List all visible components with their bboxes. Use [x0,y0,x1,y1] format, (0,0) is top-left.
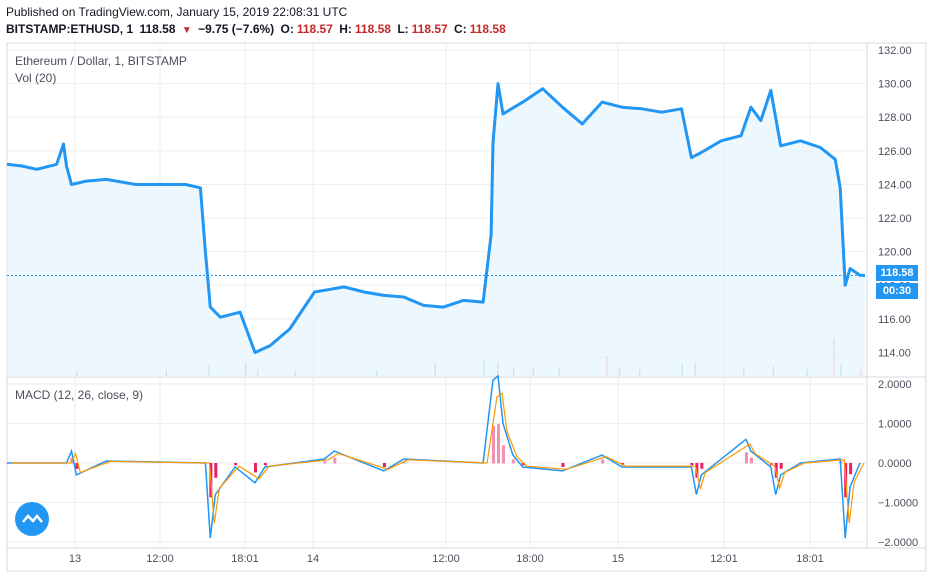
last-price-tag: 118.58 [876,265,918,281]
published-line: Published on TradingView.com, January 15… [6,5,348,19]
macd-histogram-bar [402,461,406,464]
low-label: L: [397,22,409,36]
symbol: BITSTAMP:ETHUSD, 1 [6,22,134,36]
macd-histogram-bar [253,463,257,473]
tradingview-logo-icon[interactable] [15,502,49,536]
macd-signal-line [11,392,865,524]
macd-tick-label: 1.0000 [878,418,912,430]
symbol-line: BITSTAMP:ETHUSD, 1 118.58 ▼ −9.75 (−7.6%… [6,22,509,36]
price-tick-label: 120.00 [878,247,912,259]
macd-histogram-bar [382,463,386,468]
macd-line [7,374,861,539]
change: −9.75 (−7.6%) [198,22,275,36]
chart-title: Ethereum / Dollar, 1, BITSTAMP [15,54,187,68]
x-tick-label: 15 [612,553,624,565]
x-tick-label: 14 [307,553,319,565]
close-value: 118.58 [469,22,506,36]
price-series [6,82,867,376]
x-tick-label: 18:01 [796,553,824,565]
volume-label: Vol (20) [15,71,57,85]
last-price: 118.58 [139,22,176,36]
macd-histogram-bar [333,457,337,464]
price-tick-label: 124.00 [878,179,912,191]
price-tick-label: 114.00 [878,347,911,359]
price-tick-label: 122.00 [878,213,912,225]
countdown-tag: 00:30 [876,283,918,299]
macd-histogram-bar [511,459,515,464]
macd-histogram-bar [496,423,500,464]
open-label: O: [280,22,294,36]
high-value: 118.58 [354,22,391,36]
x-tick-label: 18:01 [231,553,259,565]
price-tick-label: 130.00 [878,79,912,91]
price-tick-label: 126.00 [878,146,912,158]
macd-histogram-bar [492,425,496,464]
macd-tick-label: −2.0000 [878,537,918,549]
x-tick-label: 18:00 [516,553,544,565]
x-tick-label: 13 [69,553,81,565]
price-tick-label: 128.00 [878,112,912,124]
x-tick-label: 12:01 [710,553,738,565]
macd-histogram-bar [700,463,704,469]
price-tick-label: 116.00 [878,314,911,326]
macd-histogram-bar [214,463,218,478]
price-line [6,82,866,354]
macd-histogram-bar [501,445,505,464]
macd-tick-label: −1.0000 [878,498,918,510]
price-area [7,83,865,376]
macd-histogram-bar [601,459,605,464]
macd-histogram-bar [849,463,853,475]
open-value: 118.57 [296,22,333,36]
macd-histogram-bar [749,457,753,464]
macd-histogram-bar [75,463,79,469]
price-tick-label: 132.00 [878,45,912,57]
x-tick-label: 12:00 [146,553,174,565]
macd-tick-label: 2.0000 [878,379,912,391]
x-tick-label: 12:00 [432,553,460,565]
macd-histogram-bar [234,463,238,466]
macd-histogram-bar [690,463,694,466]
macd-series [6,374,865,539]
low-value: 118.57 [411,22,448,36]
axis-labels: 13 12:00 18:01 14 12:00 18:00 15 12:01 18:01 132.… [69,45,918,565]
down-triangle-icon: ▼ [181,25,192,36]
close-label: C: [454,22,467,36]
macd-histogram-bar [521,463,525,466]
macd-histogram-bar [779,463,783,469]
high-label: H: [339,22,352,36]
macd-histogram-bar [744,452,748,464]
macd-histogram-bar [263,463,267,466]
macd-histogram-bar [323,461,327,464]
macd-label: MACD (12, 26, close, 9) [15,388,144,402]
macd-tick-label: 0.0000 [878,458,912,470]
macd-histogram-bar [561,463,565,468]
